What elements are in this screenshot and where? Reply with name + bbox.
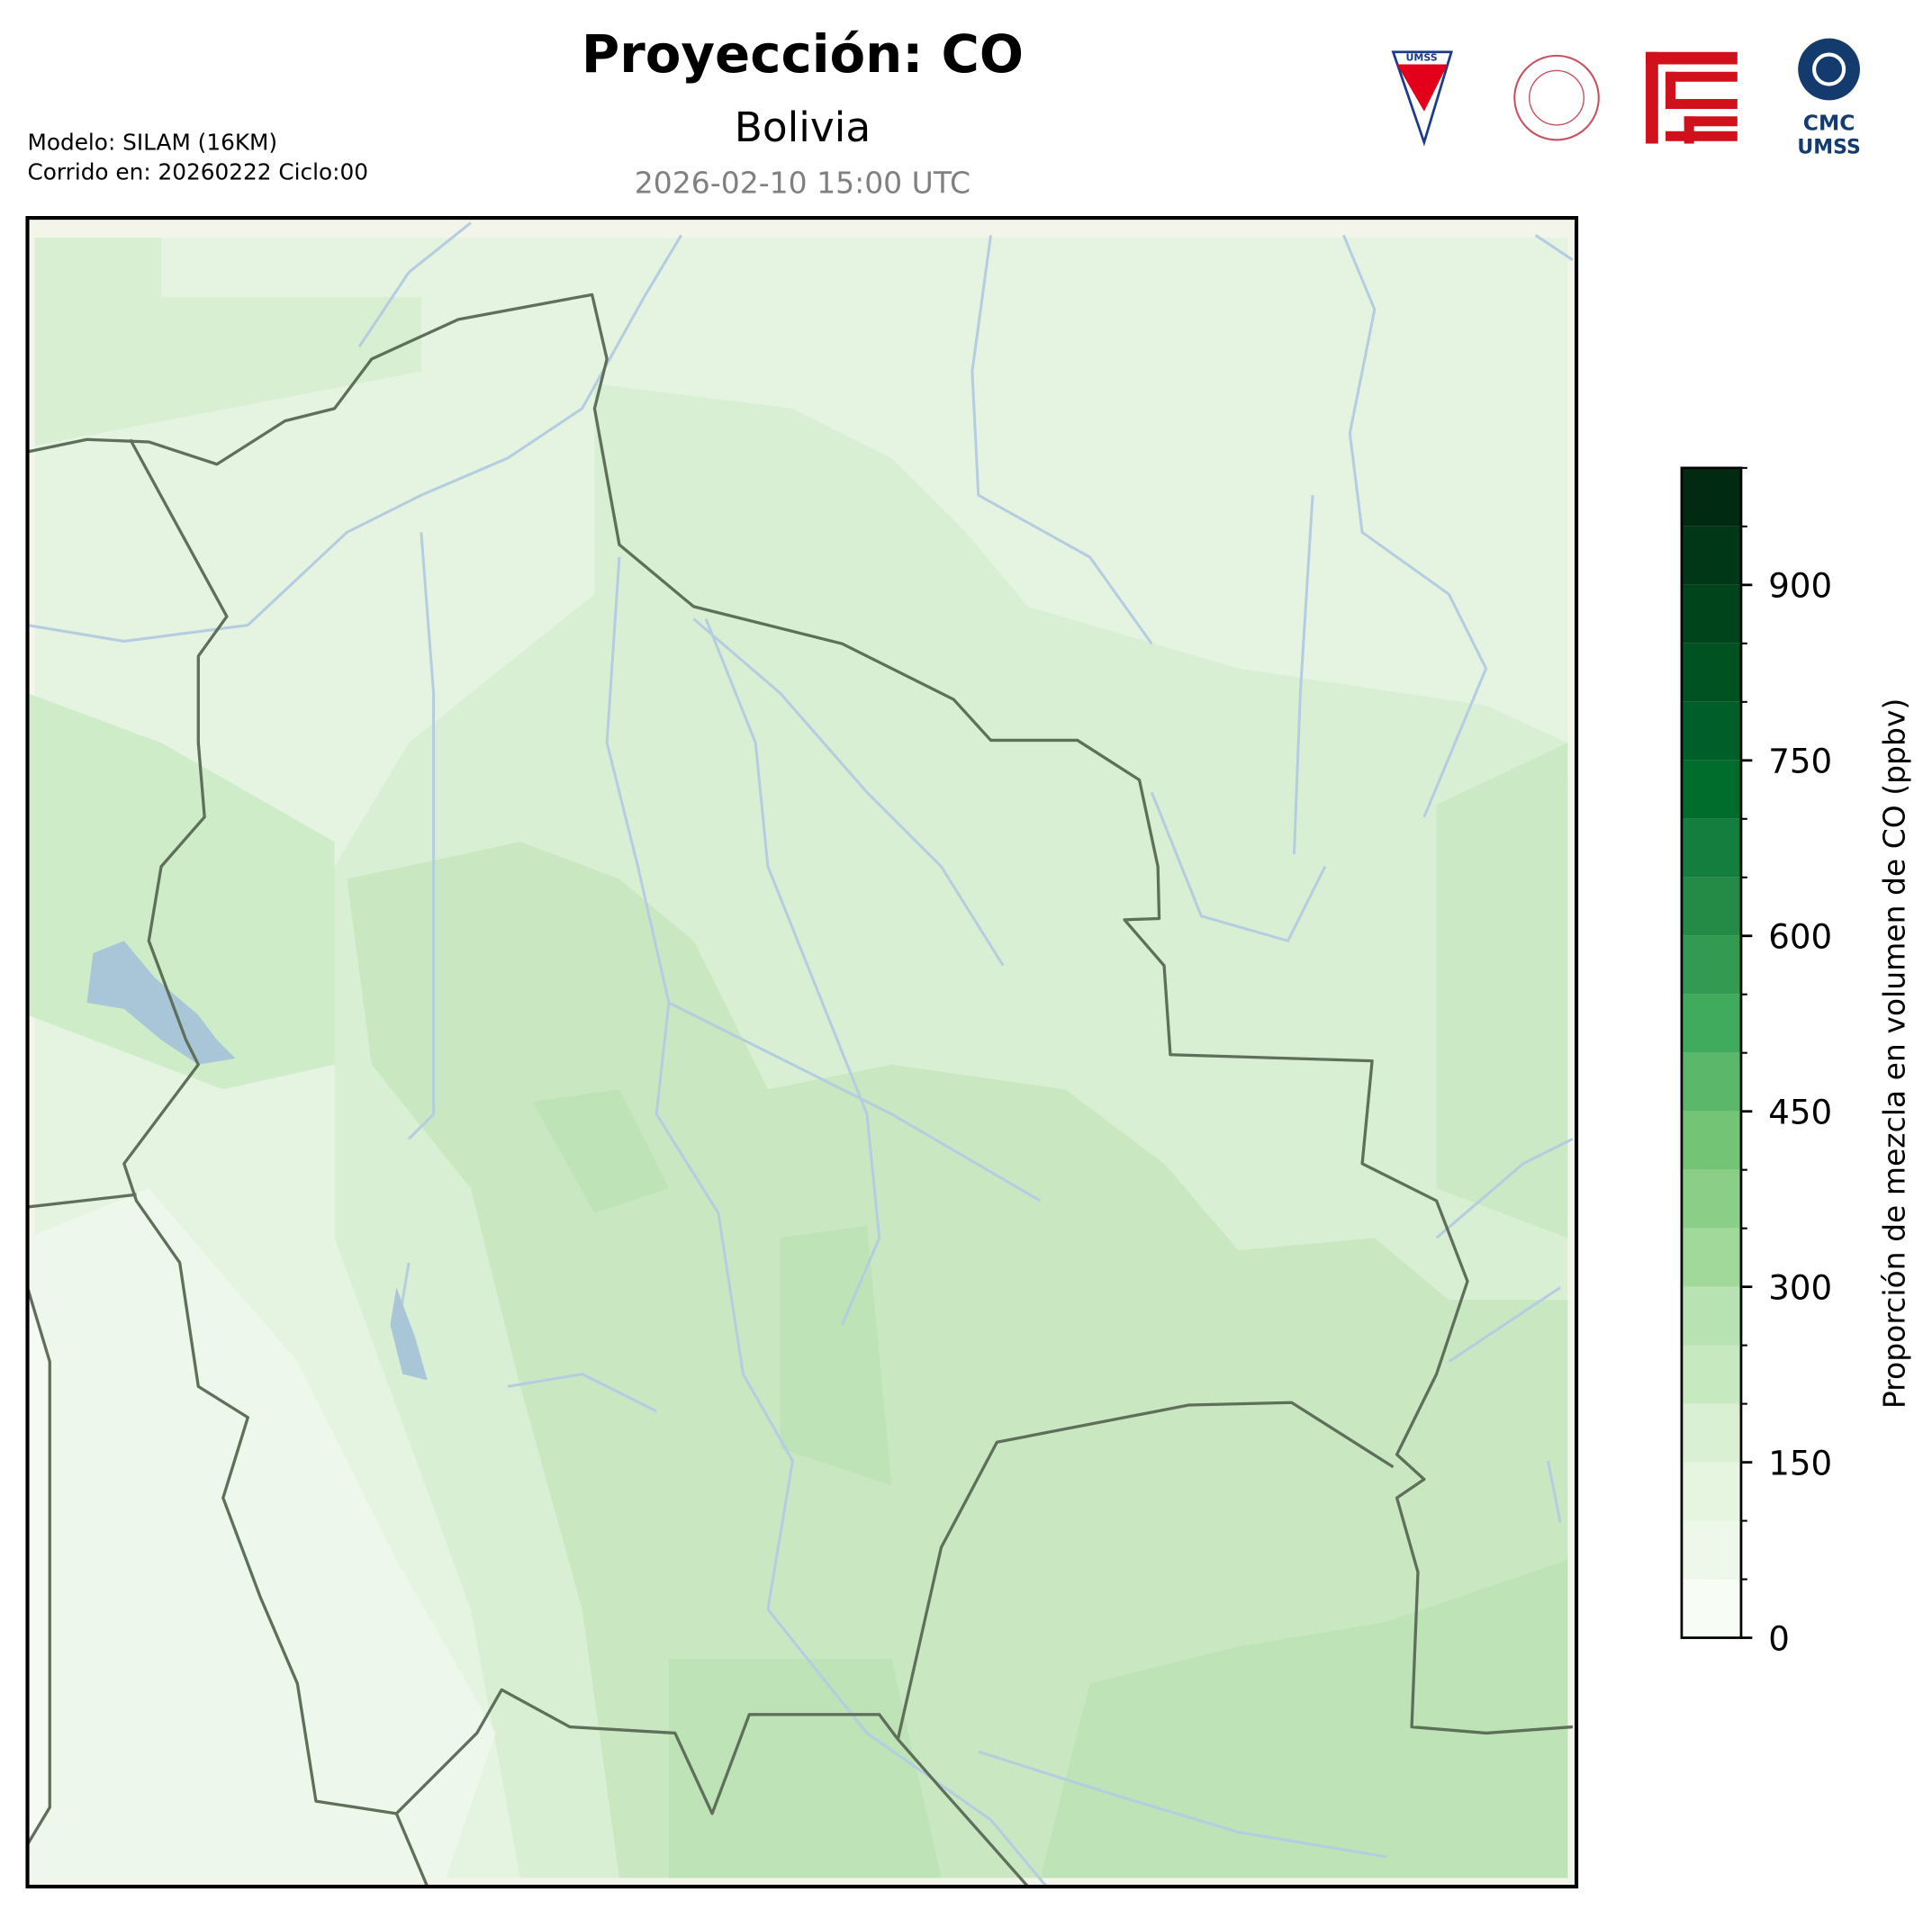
logo-cmc-inner: [1812, 52, 1846, 86]
colorbar-segment: [1681, 994, 1741, 1053]
colorbar-segment: [1681, 1228, 1741, 1287]
colorbar-segment: [1681, 526, 1741, 585]
colorbar-segment: [1681, 760, 1741, 819]
colorbar-segment: [1681, 1052, 1741, 1112]
logo-umss-text: UMSS: [1406, 51, 1438, 63]
colorbar-tick-label: 450: [1768, 1093, 1832, 1131]
rivers: [27, 221, 1574, 1887]
colorbar-segment: [1681, 1579, 1741, 1638]
colorbar-segment: [1681, 1286, 1741, 1346]
lake-titicaca: [86, 941, 236, 1065]
colorbar-segment: [1681, 1345, 1741, 1404]
map-frame: [25, 215, 1579, 1889]
colorbar-segment: [1681, 1169, 1741, 1229]
colorbar-tick-label: 150: [1768, 1444, 1832, 1482]
run-info: Corrido en: 20260222 Ciclo:00: [28, 158, 369, 185]
datetime: 2026-02-10 15:00 UTC: [635, 166, 971, 201]
colorbar-tick-label: 0: [1768, 1619, 1790, 1658]
colorbar-segment: [1681, 818, 1741, 878]
colorbar-tick-label: 300: [1768, 1268, 1832, 1307]
borders: [27, 293, 1574, 1887]
colorbar-segment: [1681, 467, 1741, 527]
colorbar: 0 150 300 450 600 750 900: [1680, 466, 1832, 1658]
field-area: [347, 842, 1568, 1878]
colorbar-segment: [1681, 877, 1741, 936]
colorbar-label: Proporción de mezcla en volumen de CO (p…: [1876, 698, 1911, 1410]
title: Proyección: CO: [582, 23, 1024, 85]
colorbar-segment: [1681, 701, 1741, 761]
colorbar-segment: [1681, 1462, 1741, 1521]
field-area: [27, 1287, 50, 1845]
logo-cmc: [1798, 38, 1860, 101]
colorbar-segment: [1681, 1111, 1741, 1170]
colorbar-segment: [1681, 643, 1741, 702]
logo-fcyt: [1646, 51, 1738, 144]
colorbar-tick-label: 750: [1768, 743, 1832, 781]
colorbar-segment: [1681, 935, 1741, 995]
colorbar-tick-label: 900: [1768, 567, 1832, 606]
lake-poopo: [390, 1287, 428, 1381]
logo-cmc-text: CMC: [1803, 110, 1855, 135]
model-info: Modelo: SILAM (16KM): [28, 129, 278, 155]
field-area: [1436, 743, 1568, 1239]
colorbar-frame: [1680, 466, 1743, 1639]
subtitle: Bolivia: [735, 104, 871, 151]
logo-fisica-inner: [1529, 69, 1584, 126]
map: [25, 215, 1579, 1889]
field-area: [27, 1188, 496, 1878]
colorbar-segment: [1681, 1403, 1741, 1463]
field-area: [532, 1089, 1568, 1878]
logo-fisica: [1513, 54, 1600, 141]
colorbar-segment: [1681, 584, 1741, 644]
colorbar-segment: [1681, 1520, 1741, 1580]
logo-cmc-sub: UMSS: [1797, 137, 1860, 159]
logo-umss-red: [1396, 64, 1449, 112]
colorbar-tick-label: 600: [1768, 917, 1832, 956]
logos: UMSS CMC UMSS: [1391, 38, 1861, 159]
field-area: [34, 238, 421, 446]
